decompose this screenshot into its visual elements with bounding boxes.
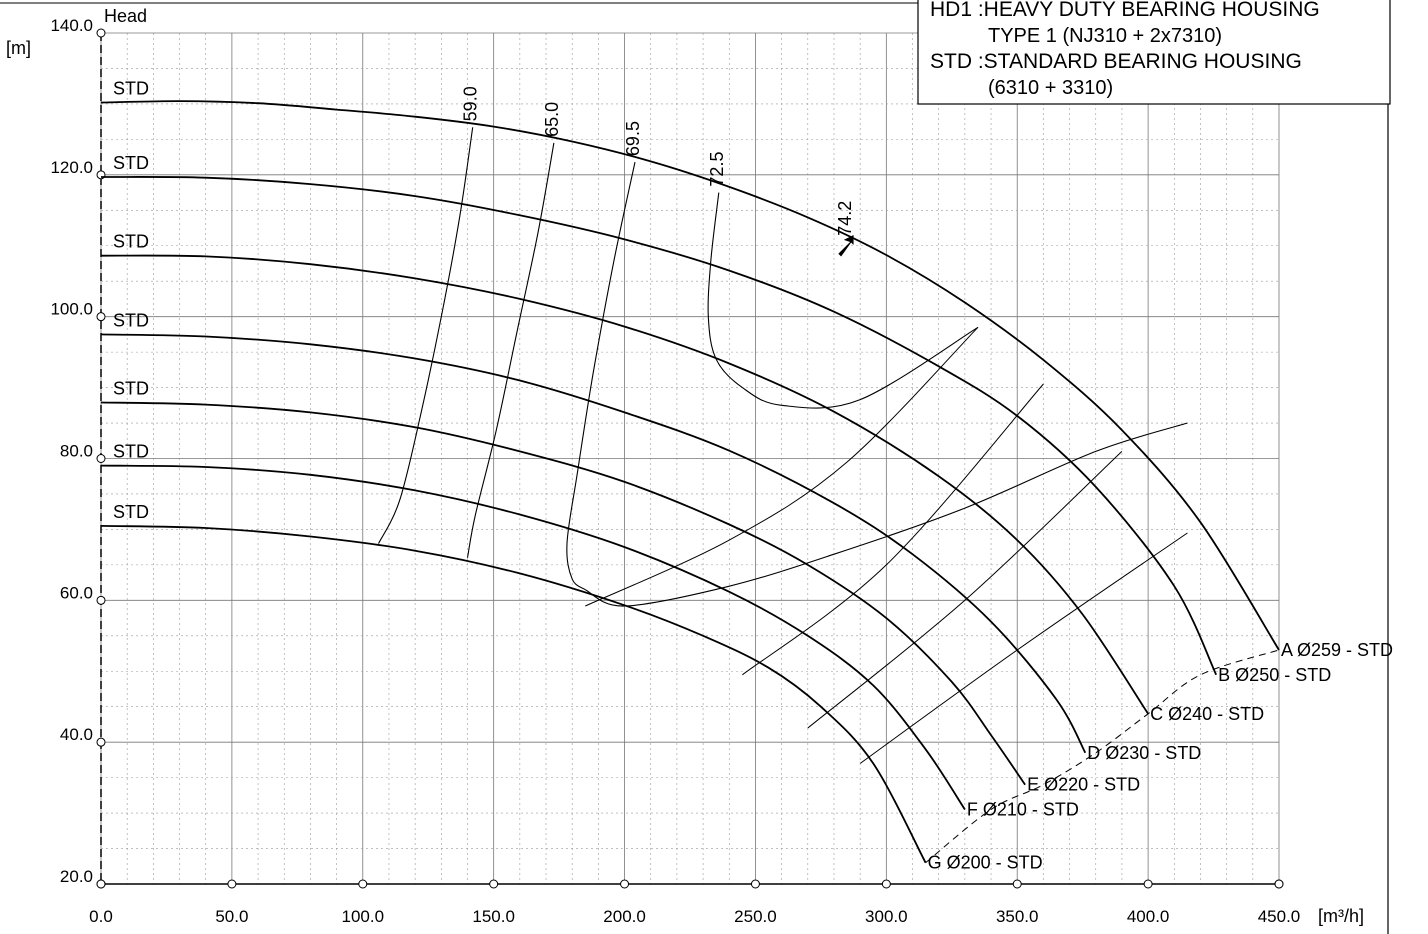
head-curve-g [100, 525, 927, 864]
power-line [807, 451, 1123, 729]
y-tick-label: 40.0 [60, 725, 93, 744]
curve-start-label: STD [113, 153, 149, 173]
curve-start-label: STD [113, 310, 149, 330]
legend-line-1: HD1 :HEAVY DUTY BEARING HOUSING [930, 0, 1320, 21]
x-tick-label: 150.0 [472, 907, 515, 926]
y-tick-label: 80.0 [60, 442, 93, 461]
curve-end-label: A Ø259 - STD [1281, 640, 1393, 660]
y-axis-label: Head [104, 6, 147, 26]
x-tick-marker [227, 879, 237, 889]
efficiency-label: 59.0 [461, 86, 481, 121]
head-curve-c [100, 254, 1149, 715]
x-tick-label: 50.0 [215, 907, 248, 926]
legend-line-4: (6310 + 3310) [988, 77, 1113, 99]
head-curve-d [100, 333, 1087, 754]
efficiency-curve [466, 142, 555, 558]
tick-labels: 0.0 50.0 100.0 150.0 200.0 250.0 300.0 350.0 400… [50, 16, 1300, 926]
bep-label: 74.2 [835, 201, 855, 236]
curve-end-label: C Ø240 - STD [1150, 704, 1264, 724]
y-axis-unit: [m] [6, 38, 31, 58]
x-tick-label: 350.0 [996, 907, 1039, 926]
curve-end-label: D Ø230 - STD [1087, 743, 1201, 763]
y-tick-marker [96, 595, 106, 605]
head-curve-a [100, 100, 1280, 651]
curve-start-label: STD [113, 78, 149, 98]
y-tick-marker [96, 879, 106, 889]
x-tick-marker [620, 879, 630, 889]
x-tick-marker [1143, 879, 1153, 889]
y-tick-label: 20.0 [60, 867, 93, 886]
power-curves [585, 326, 1188, 764]
efficiency-curve [378, 127, 474, 544]
efficiency-curve [707, 192, 979, 409]
curve-start-label: STD [113, 232, 149, 252]
efficiency-curve-lower [585, 422, 1188, 607]
efficiency-label: 72.5 [707, 152, 727, 187]
x-tick-marker [1012, 879, 1022, 889]
y-tick-marker [96, 454, 106, 463]
efficiency-curve [566, 161, 636, 591]
efficiency-label: 69.5 [623, 121, 643, 156]
power-line [859, 532, 1188, 764]
x-tick-label: 450.0 [1258, 907, 1301, 926]
legend-line-3: STD :STANDARD BEARING HOUSING [930, 50, 1302, 73]
x-tick-label: 400.0 [1127, 907, 1170, 926]
power-line [742, 383, 1044, 676]
x-tick-marker [881, 879, 891, 889]
curve-end-label: E Ø220 - STD [1027, 775, 1140, 795]
x-tick-label: 200.0 [603, 907, 646, 926]
efficiency-label: 65.0 [542, 102, 562, 137]
y-tick-label: 120.0 [50, 158, 93, 177]
grid [100, 32, 1280, 885]
x-tick-label: 300.0 [865, 907, 908, 926]
bep-marker [838, 234, 854, 257]
x-axis-label: [m³/h] [1318, 906, 1364, 926]
end-dashed-line [925, 649, 1280, 864]
curve-start-label: STD [113, 502, 149, 522]
x-tick-label: 250.0 [734, 907, 777, 926]
head-curve-f [100, 464, 966, 810]
curve-start-label: STD [113, 378, 149, 398]
y-tick-label: 60.0 [60, 583, 93, 602]
x-tick-marker [489, 879, 499, 889]
y-tick-label: 140.0 [50, 16, 93, 35]
y-tick-marker [96, 737, 106, 747]
head-curve-e [100, 401, 1026, 786]
legend: HD1 :HEAVY DUTY BEARING HOUSING TYPE 1 (… [917, 0, 1391, 105]
head-curves [100, 100, 1280, 864]
series-labels: STD A Ø259 - STD STD B Ø250 - STD STD C Ø240 … [113, 78, 1393, 872]
x-tick-marker [750, 879, 760, 889]
head-curve-b [100, 176, 1218, 676]
x-tick-marker [358, 879, 368, 889]
x-tick-marker [1274, 879, 1284, 889]
power-line [585, 326, 979, 607]
x-tick-label: 0.0 [89, 907, 113, 926]
y-tick-marker [96, 312, 106, 322]
legend-box [917, 0, 1391, 105]
y-tick-marker [96, 28, 106, 38]
efficiency-curves: 59.0 65.0 69.5 72.5 74.2 [378, 86, 1188, 607]
legend-line-2: TYPE 1 (NJ310 + 2x7310) [988, 25, 1222, 47]
curve-end-label: G Ø200 - STD [928, 853, 1043, 873]
curve-end-label: F Ø210 - STD [967, 800, 1079, 820]
x-tick-label: 100.0 [342, 907, 385, 926]
curve-end-label: B Ø250 - STD [1218, 665, 1331, 685]
y-tick-label: 100.0 [50, 300, 93, 319]
curve-start-label: STD [113, 442, 149, 462]
